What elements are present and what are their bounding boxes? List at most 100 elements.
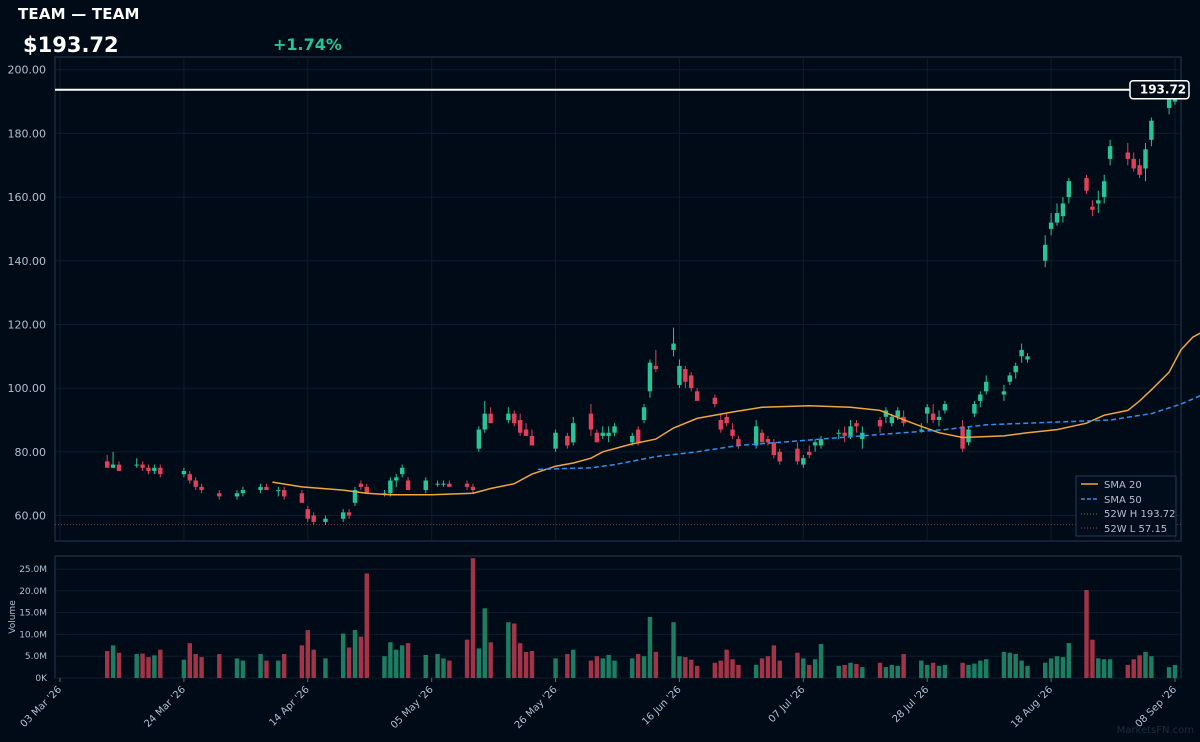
price-panel [54, 56, 1182, 542]
volume-bar [984, 659, 989, 678]
candle-body [187, 474, 193, 481]
legend-label-sma50: SMA 50 [1104, 495, 1142, 506]
y-tick-label: 60.00 [15, 510, 47, 523]
sma20-line [272, 332, 1200, 496]
current-price-tag [1129, 79, 1190, 100]
candle-body [116, 464, 122, 471]
candle-body [588, 413, 594, 430]
volume-bar [860, 667, 865, 678]
volume-tick-label: 10.0M [19, 630, 47, 640]
candle-body [134, 464, 139, 466]
candle-body [346, 512, 352, 516]
volume-bar [919, 660, 924, 678]
volume-bar [960, 662, 965, 678]
candle-body [1025, 356, 1030, 360]
candle-body [978, 394, 983, 401]
candle-body [217, 493, 222, 497]
volume-bar [683, 657, 688, 678]
volume-bar [464, 639, 470, 678]
volume-bar [140, 653, 145, 678]
grid [55, 57, 1181, 679]
candle-body [1048, 222, 1054, 229]
volume-bar [571, 649, 576, 678]
volume-bar [523, 651, 529, 678]
volume-bar [193, 654, 198, 678]
candle-body [653, 365, 659, 370]
volume-bar [736, 664, 741, 678]
candle-body [883, 410, 889, 417]
y-tick-label: 140.00 [8, 255, 47, 268]
y-tick-label: 180.00 [8, 127, 47, 140]
y-tick-label: 80.00 [15, 446, 47, 459]
volume-bar [146, 657, 151, 678]
volume-bar [1019, 660, 1024, 678]
volume-bar [842, 664, 847, 678]
candle-body [281, 490, 287, 497]
volume-bar [435, 654, 440, 678]
candle-body [936, 416, 942, 420]
moving-averages [272, 332, 1200, 496]
candle-body [388, 480, 393, 494]
volume-bar [116, 652, 122, 678]
volume-bar [488, 642, 493, 678]
volume-tick-label: 25.0M [19, 565, 47, 575]
candle-body [759, 432, 765, 443]
y-tick-label: 200.00 [8, 64, 47, 77]
candle-body [1143, 149, 1148, 169]
volume-bar [364, 573, 369, 678]
candle-body [352, 490, 358, 503]
candle-body [482, 413, 487, 430]
x-tick-label: 05 May '26 [389, 684, 436, 731]
x-tick-label: 16 Jun '26 [640, 684, 683, 727]
volume-panel [54, 555, 1182, 679]
volume-bar [382, 656, 387, 678]
candle-body [724, 416, 729, 424]
volume-bar [936, 665, 942, 678]
candle-body [972, 404, 977, 414]
volume-bar [264, 660, 269, 678]
candle-body [299, 493, 305, 503]
volume-bar [423, 654, 428, 678]
volume-bar [818, 644, 824, 678]
volume-bar [895, 665, 900, 678]
x-tick-label: 18 Aug '26 [1009, 684, 1055, 730]
candle-body [671, 343, 676, 350]
candle-body [930, 413, 936, 420]
candle-body [529, 435, 535, 446]
volume-axis-label: Volume [8, 600, 18, 634]
candle-body [647, 362, 653, 392]
volume-bar [801, 658, 806, 678]
volume-bar [836, 665, 841, 678]
candle-body [1060, 203, 1066, 217]
volume-bar [240, 660, 246, 678]
candle-body [1101, 181, 1107, 198]
candle-body [234, 493, 240, 497]
volume-bar [612, 660, 617, 678]
legend-box [1075, 475, 1177, 537]
volume-bar [812, 659, 818, 678]
current-price: $193.72 [23, 33, 119, 57]
candle-body [1125, 152, 1131, 159]
volume-bar [281, 654, 287, 678]
candle-body [470, 486, 476, 491]
volume-bar [506, 622, 511, 678]
candle-body [199, 486, 204, 491]
volume-bar [394, 649, 399, 678]
volume-bar [1166, 667, 1172, 678]
candle-body [1137, 165, 1142, 175]
candle-body [1166, 92, 1172, 108]
candle-body [600, 432, 605, 436]
volume-bar [1048, 658, 1054, 678]
candle-body [848, 426, 853, 436]
volume-bar [134, 654, 139, 678]
candle-body [765, 439, 771, 443]
volume-bar [753, 664, 759, 678]
candle-body [895, 410, 900, 417]
volume-bar [901, 654, 906, 678]
x-axis: 03 Mar '26 24 Mar '26 14 Apr '26 05 May '26… [19, 678, 1179, 731]
x-tick-label: 24 Mar '26 [142, 684, 188, 730]
volume-bar [594, 656, 600, 678]
candle-body [110, 464, 116, 468]
candle-body [264, 486, 269, 491]
